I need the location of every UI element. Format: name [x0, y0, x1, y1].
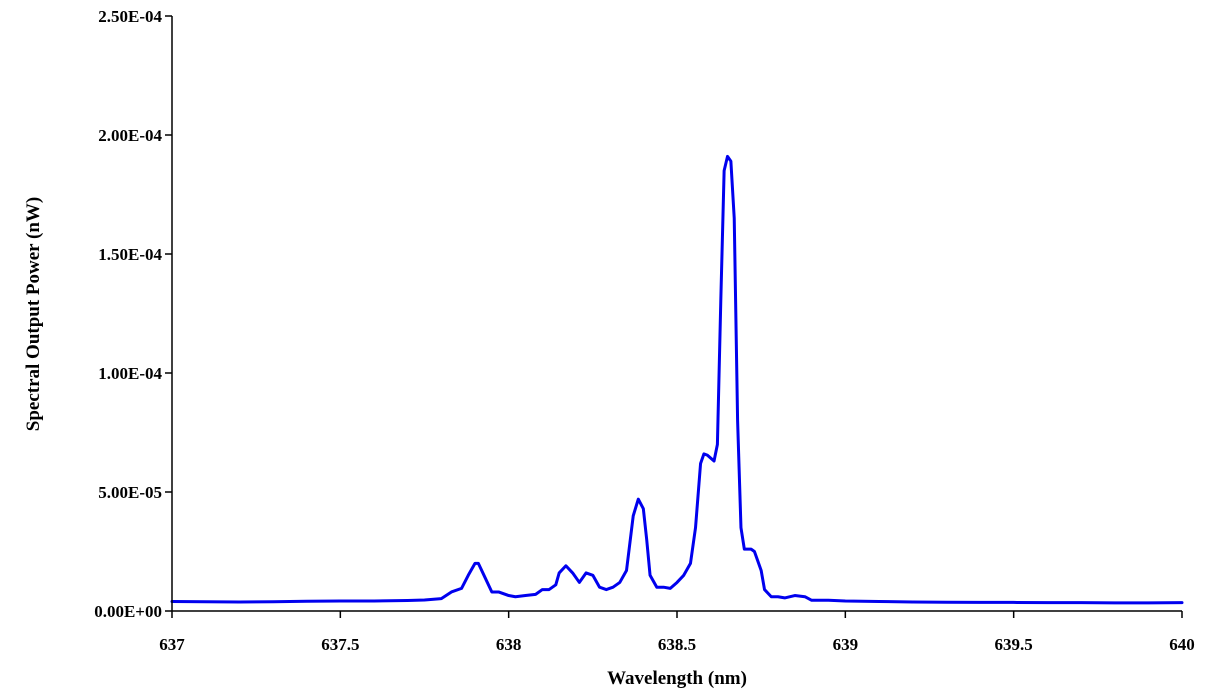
x-axis-title: Wavelength (nm) [607, 668, 747, 689]
x-tick-label: 640 [1169, 635, 1195, 654]
y-tick-label: 1.50E-04 [98, 245, 162, 264]
spectrum-line-series-0 [170, 154, 1184, 605]
x-tick-label: 639 [833, 635, 859, 654]
y-tick-label: 0.00E+00 [94, 602, 162, 621]
x-ticks: 637 637.5 638 638.5 639 639.5 640 [159, 611, 1195, 654]
x-tick-label: 639.5 [995, 635, 1033, 654]
y-ticks: 0.00E+00 5.00E-05 1.00E-04 1.50E-04 2.00E-04… [94, 7, 172, 621]
x-tick-label: 638 [496, 635, 522, 654]
series-layer [170, 154, 1184, 605]
y-tick-label: 2.00E-04 [98, 126, 162, 145]
x-tick-label: 638.5 [658, 635, 696, 654]
x-tick-label: 637 [159, 635, 185, 654]
y-axis-title: Spectral Output Power (nW) [23, 197, 44, 432]
x-tick-label: 637.5 [321, 635, 359, 654]
y-tick-label: 1.00E-04 [98, 364, 162, 383]
y-tick-label: 5.00E-05 [98, 483, 162, 502]
y-tick-label: 2.50E-04 [98, 7, 162, 26]
